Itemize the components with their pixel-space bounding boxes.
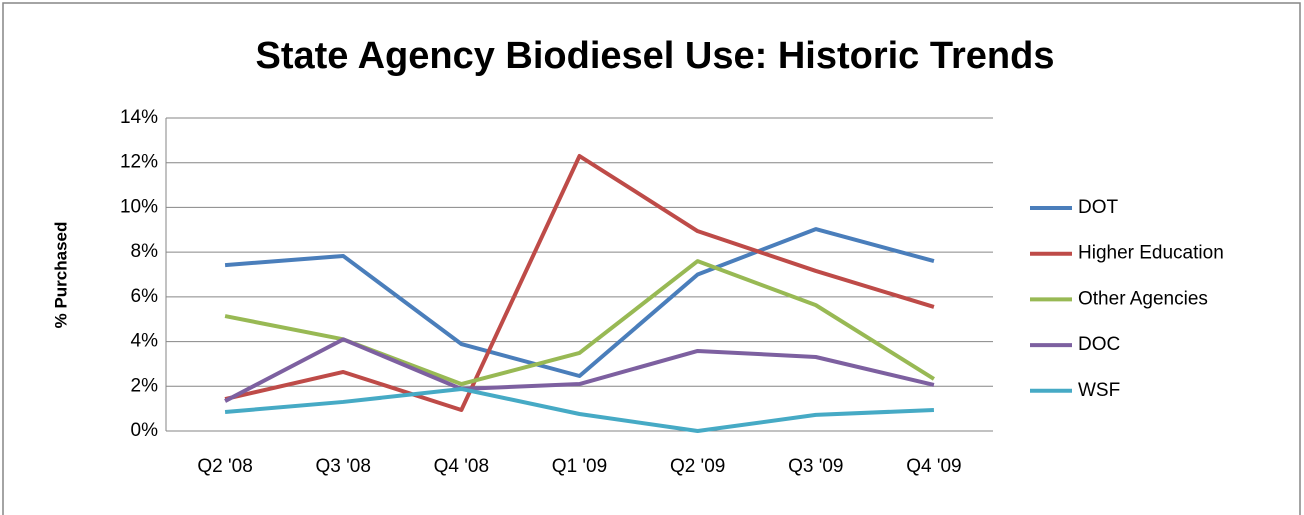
y-axis-label: % Purchased: [51, 222, 70, 329]
y-tick-label: 2%: [131, 375, 159, 396]
x-tick-label: Q2 '09: [670, 456, 725, 477]
y-tick-label: 0%: [131, 420, 159, 441]
legend-label: DOC: [1078, 334, 1120, 355]
y-tick-label: 10%: [120, 196, 158, 217]
x-tick-label: Q4 '09: [906, 456, 961, 477]
y-tick-label: 4%: [131, 331, 159, 352]
series-line: [224, 337, 935, 403]
legend-label: Other Agencies: [1078, 288, 1208, 309]
series-line: [224, 227, 935, 379]
legend-label: DOT: [1078, 197, 1119, 218]
series-line: [224, 154, 935, 412]
y-tick-label: 8%: [131, 241, 159, 262]
series-line: [224, 259, 935, 387]
legend-label: Higher Education: [1078, 243, 1224, 264]
x-tick-label: Q1 '09: [552, 456, 607, 477]
legend-label: WSF: [1078, 380, 1120, 401]
y-tick-label: 14%: [120, 107, 158, 128]
x-tick-label: Q2 '08: [197, 456, 252, 477]
y-tick-label: 12%: [120, 152, 158, 173]
chart-title: State Agency Biodiesel Use: Historic Tre…: [256, 35, 1055, 77]
x-tick-label: Q4 '08: [434, 456, 489, 477]
x-tick-label: Q3 '09: [788, 456, 843, 477]
series-line: [224, 386, 935, 433]
x-tick-label: Q3 '08: [316, 456, 371, 477]
y-tick-label: 6%: [131, 286, 159, 307]
